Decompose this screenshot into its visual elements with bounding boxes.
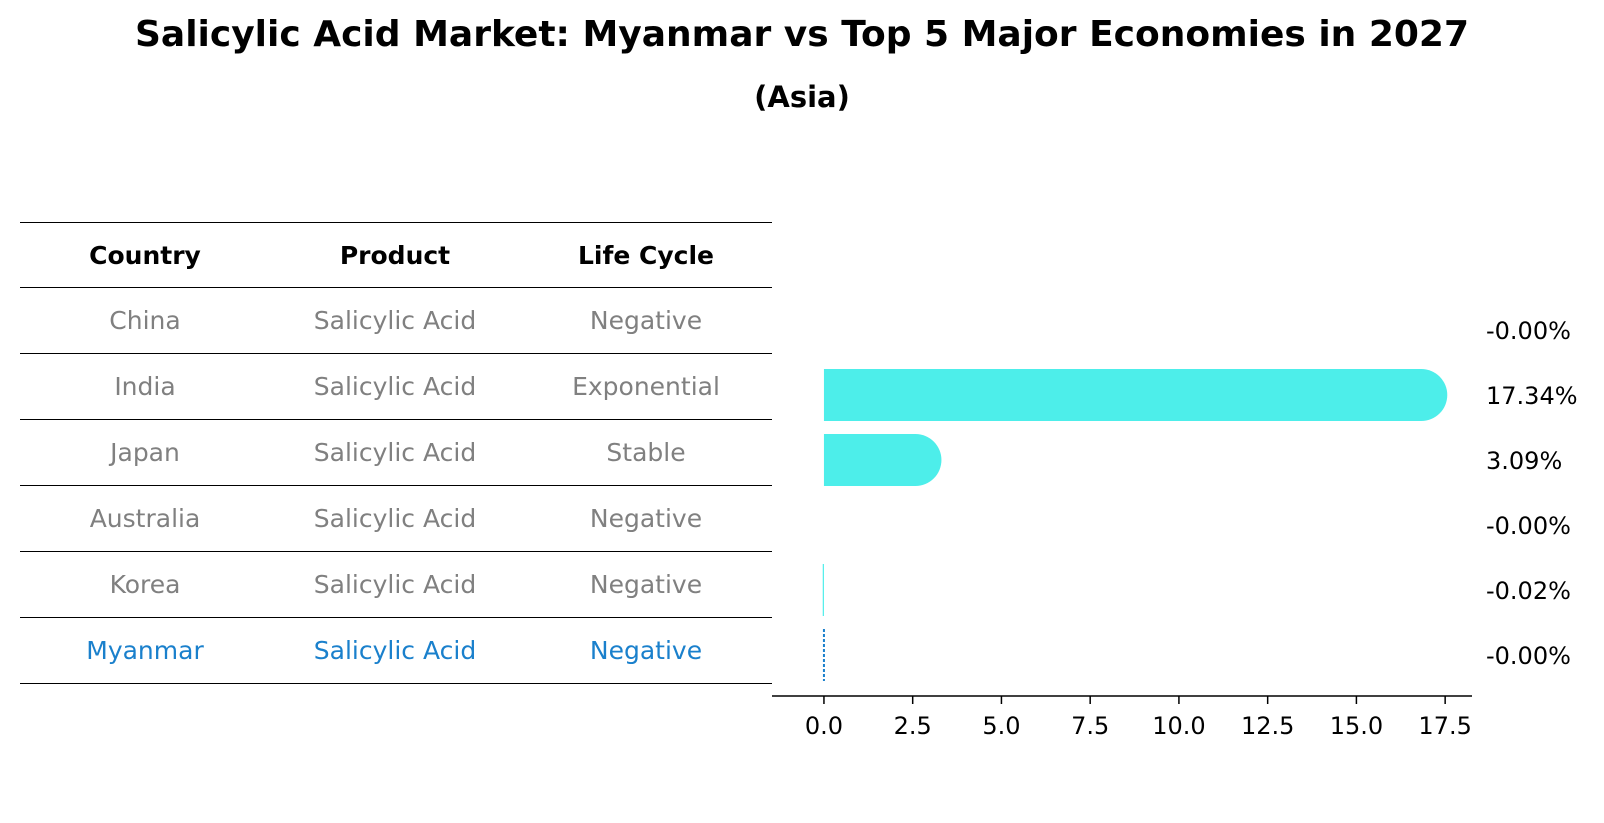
- country-cell: Korea: [109, 570, 181, 599]
- table-row-highlighted: Myanmar Salicylic Acid Negative: [20, 618, 772, 684]
- table-row: Korea Salicylic Acid Negative: [20, 552, 772, 618]
- value-label-china: -0.00%: [1486, 317, 1571, 345]
- product-cell: Salicylic Acid: [313, 504, 477, 533]
- life-cycle-cell: Stable: [606, 438, 686, 467]
- table-row: Australia Salicylic Acid Negative: [20, 486, 772, 552]
- product-cell: Salicylic Acid: [313, 306, 477, 335]
- x-tick-label: 7.5: [1071, 712, 1109, 740]
- x-tick-label: 10.0: [1152, 712, 1205, 740]
- bar-chart: -0.00% 17.34% 3.09% -0.00% -0.02% -0.00% 0.0 2.…: [772, 317, 1578, 740]
- table-row: China Salicylic Acid Negative: [20, 288, 772, 354]
- value-label-myanmar: -0.00%: [1486, 642, 1571, 670]
- product-cell: Salicylic Acid: [313, 438, 477, 467]
- chart-title: Salicylic Acid Market: Myanmar vs Top 5 …: [134, 14, 1470, 55]
- x-tick-label: 0.0: [805, 712, 843, 740]
- life-cycle-cell: Negative: [589, 570, 703, 599]
- life-cycle-cell: Negative: [589, 306, 703, 335]
- life-cycle-cell: Negative: [589, 636, 703, 665]
- life-cycle-cell: Negative: [589, 504, 703, 533]
- country-cell: Japan: [110, 438, 180, 467]
- x-tick-label: 15.0: [1330, 712, 1383, 740]
- value-label-japan: 3.09%: [1486, 447, 1562, 475]
- value-label-india: 17.34%: [1486, 382, 1578, 410]
- value-label-australia: -0.00%: [1486, 512, 1571, 540]
- bar-japan: [823, 434, 942, 486]
- country-cell: Australia: [89, 504, 201, 533]
- header-life-cycle: Life Cycle: [577, 241, 715, 270]
- x-tick-label: 17.5: [1418, 712, 1471, 740]
- table-row: Japan Salicylic Acid Stable: [20, 420, 772, 486]
- life-cycle-cell: Exponential: [572, 372, 720, 401]
- header-country: Country: [89, 241, 201, 270]
- product-cell: Salicylic Acid: [313, 570, 477, 599]
- country-table: Country Product Life Cycle China Salicyl…: [20, 222, 772, 684]
- bar-korea: [822, 564, 824, 616]
- value-label-korea: -0.02%: [1486, 577, 1571, 605]
- header-product: Product: [339, 241, 451, 270]
- x-tick-label: 2.5: [894, 712, 932, 740]
- country-cell: India: [114, 372, 176, 401]
- x-tick-label: 12.5: [1241, 712, 1294, 740]
- table-row: India Salicylic Acid Exponential: [20, 354, 772, 420]
- x-tick-label: 5.0: [982, 712, 1020, 740]
- table-header-row: Country Product Life Cycle: [20, 222, 772, 288]
- product-cell: Salicylic Acid: [313, 372, 477, 401]
- country-cell: Myanmar: [86, 636, 204, 665]
- country-cell: China: [109, 306, 181, 335]
- chart-subtitle: (Asia): [754, 80, 850, 114]
- bar-india: [823, 369, 1448, 421]
- product-cell: Salicylic Acid: [313, 636, 477, 665]
